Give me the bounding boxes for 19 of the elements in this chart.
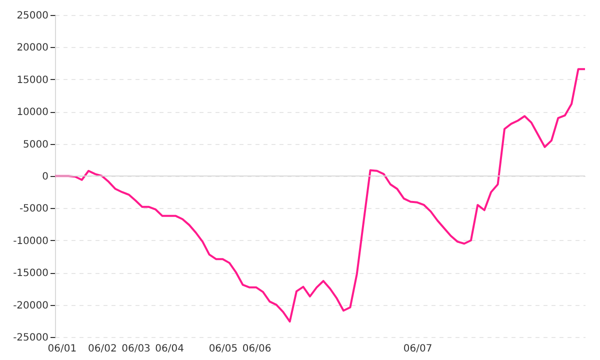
y-tick-label: 25000 [16,10,48,22]
y-tick-label: -25000 [13,332,48,344]
x-tick-label: 06/02 [88,344,117,354]
y-tick-label: -15000 [13,268,48,280]
y-tick-label: -5000 [19,204,48,215]
y-tick-label: -10000 [13,236,48,247]
x-tick-label: 06/06 [242,344,272,354]
y-tick-label: 5000 [23,139,48,150]
x-tick-label: 06/07 [403,344,432,354]
y-tick-label: 10000 [16,107,48,118]
y-tick-label: 20000 [16,42,48,54]
x-tick-label: 06/03 [122,344,150,354]
y-tick-label: -20000 [13,300,48,312]
x-tick-label: 06/05 [208,344,238,354]
line-series [54,68,586,323]
x-tick-label: 06/04 [155,344,184,354]
y-tick-label: 0 [42,172,48,182]
x-tick-label: 06/01 [48,344,77,354]
y-tick-label: 15000 [16,74,48,86]
